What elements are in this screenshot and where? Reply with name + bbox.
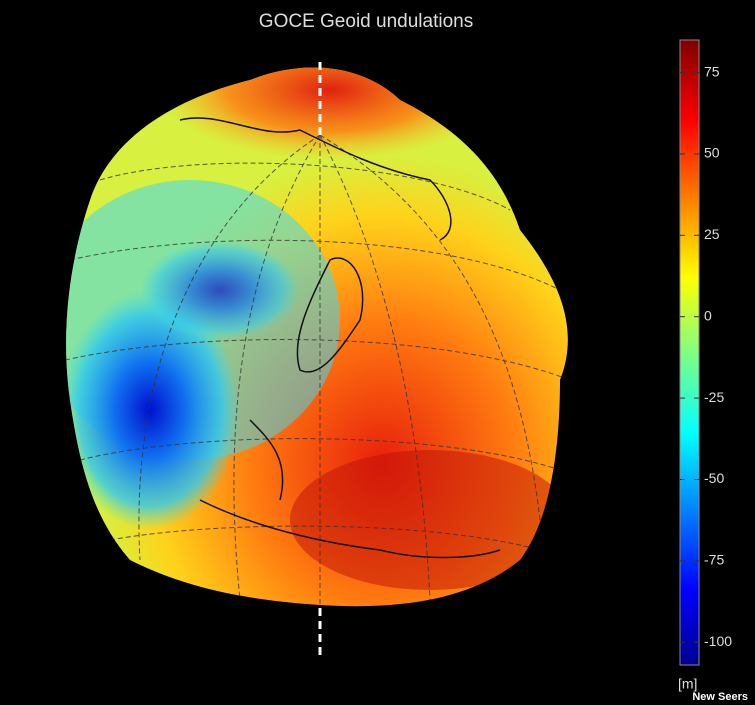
- colorbar-tick-label: -50: [704, 470, 724, 486]
- watermark: New Seers: [692, 691, 748, 703]
- colorbar-tick-label: 75: [704, 63, 720, 79]
- colorbar: [679, 39, 700, 666]
- colorbar-tick-label: -25: [704, 389, 724, 405]
- colorbar-tick-label: -75: [704, 552, 724, 568]
- colorbar-tick-label: 50: [704, 145, 720, 161]
- colorbar-unit: [m]: [678, 676, 697, 692]
- geoid-globe: [66, 67, 568, 607]
- colorbar-tick-label: -100: [704, 633, 732, 649]
- colorbar-tick-label: 0: [704, 307, 712, 323]
- colorbar-tick-label: 25: [704, 226, 720, 242]
- chart-title: GOCE Geoid undulations: [259, 11, 473, 32]
